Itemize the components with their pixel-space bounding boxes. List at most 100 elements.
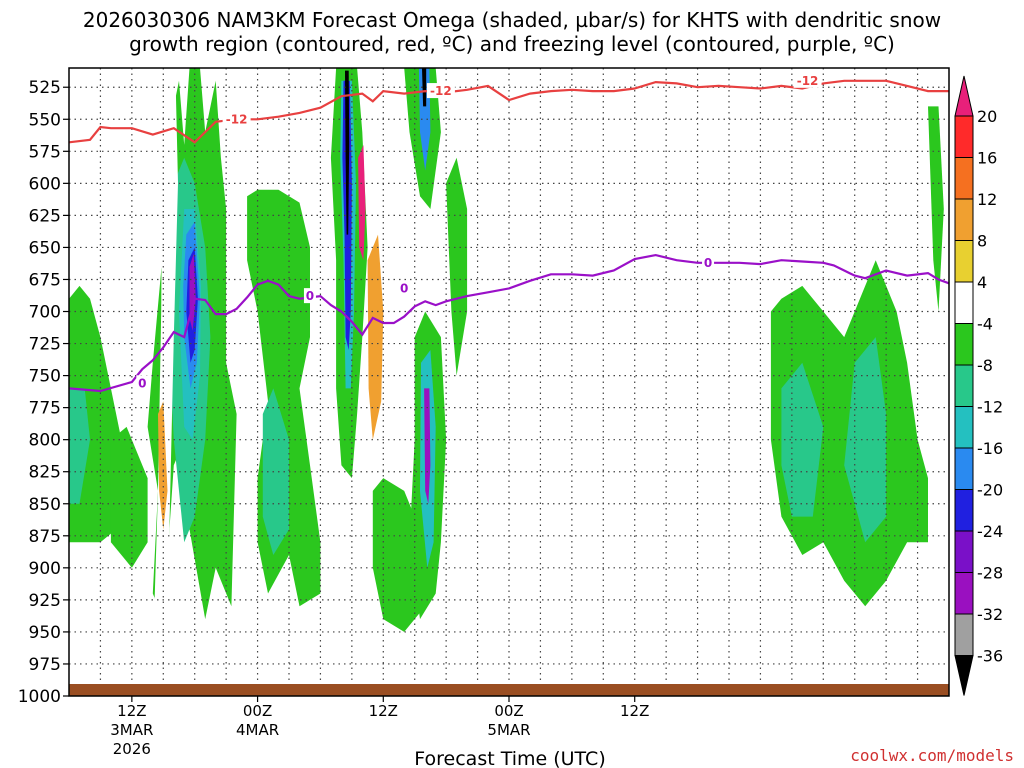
dgz-label: -12 xyxy=(797,74,819,88)
freezing-level-contour-line xyxy=(69,253,949,393)
colorbar-swatch xyxy=(954,572,974,615)
omega-region-purple-plume2-low xyxy=(424,388,431,504)
y-tick-label: 900 xyxy=(29,559,61,579)
colorbar-swatch xyxy=(954,530,974,573)
y-tick-label: 550 xyxy=(29,110,61,130)
freezing-label-bg xyxy=(398,280,411,296)
x-tick-label-line3: 2026 xyxy=(113,740,151,758)
credit-text: coolwx.com/models xyxy=(850,746,1014,765)
omega-region-green-right-mid xyxy=(446,157,468,376)
y-tick-label: 925 xyxy=(29,591,61,611)
y-tick-label: 850 xyxy=(29,495,61,515)
colorbar-label: -28 xyxy=(977,564,1003,583)
omega-region-teal-mid xyxy=(262,388,289,555)
y-tick-label: 1000 xyxy=(18,687,61,707)
colorbar-label: 8 xyxy=(977,232,987,251)
gridlines xyxy=(69,68,949,696)
freezing-label-bg xyxy=(702,254,715,270)
dgz-label-bg xyxy=(793,72,822,88)
dgz-label: -12 xyxy=(226,112,248,126)
y-tick-label: 800 xyxy=(29,431,61,451)
omega-region-black-core xyxy=(345,70,350,235)
colorbar-label: -8 xyxy=(977,356,993,375)
y-tick-label: 775 xyxy=(29,399,61,419)
plot-area: -12 -12 -12 0 0 0 0 xyxy=(69,68,949,696)
colorbar-label: -36 xyxy=(977,647,1003,666)
x-tick-label-line1: 00Z xyxy=(494,702,523,720)
x-tick-label-line1: 12Z xyxy=(369,702,398,720)
colorbar-swatch xyxy=(954,613,974,656)
y-tick-label: 700 xyxy=(29,303,61,323)
y-tick-label: 575 xyxy=(29,142,61,162)
dgz-label: -12 xyxy=(430,84,452,98)
colorbar-label: 16 xyxy=(977,149,997,168)
colorbar-label: 4 xyxy=(977,273,987,292)
freezing-label-bg xyxy=(303,288,316,304)
omega-region-teal-right-big xyxy=(781,362,824,517)
dgz-label-bg xyxy=(222,111,251,127)
contour-labels: -12 -12 -12 0 0 0 0 xyxy=(136,72,822,391)
omega-region-teal-left-low xyxy=(69,388,90,504)
colorbar-swatch xyxy=(954,447,974,490)
dgz-label-bg xyxy=(426,83,455,99)
dgz-contour-line xyxy=(69,79,949,144)
x-tick-label-line1: 00Z xyxy=(243,702,272,720)
omega-region-yellow-mid-a xyxy=(299,68,337,248)
y-tick-label: 975 xyxy=(29,655,61,675)
colorbar-swatch xyxy=(954,157,974,200)
colorbar-label: 12 xyxy=(977,190,997,209)
colorbar: 20 16 12 8 4 -4 -8 -12 -16 -20 -24 -28 -32 -36 xyxy=(954,75,1003,696)
colorbar-label: -24 xyxy=(977,522,1003,541)
omega-region-black-plume2 xyxy=(422,68,427,107)
omega-region-green-left-b xyxy=(110,426,148,568)
y-tick-label: 725 xyxy=(29,335,61,355)
ground-terrain-band xyxy=(69,684,949,696)
y-tick-label: 825 xyxy=(29,463,61,483)
y-tick-label: 950 xyxy=(29,623,61,643)
colorbar-swatch xyxy=(954,323,974,366)
colorbar-top-arrow xyxy=(954,75,974,117)
freezing-label: 0 xyxy=(704,256,712,270)
y-tick-label: 625 xyxy=(29,206,61,226)
x-axis-label: Forecast Time (UTC) xyxy=(414,748,605,768)
chart-title-line1: 2026030306 NAM3KM Forecast Omega (shaded… xyxy=(83,8,941,32)
colorbar-label: 20 xyxy=(977,107,997,126)
omega-region-yellow-left xyxy=(152,68,178,684)
colorbar-label: -32 xyxy=(977,605,1003,624)
colorbar-swatch xyxy=(954,489,974,532)
y-tick-label: 750 xyxy=(29,367,61,387)
x-tick-label-line1: 12Z xyxy=(620,702,649,720)
y-tick-label: 525 xyxy=(29,78,61,98)
colorbar-label: -12 xyxy=(977,398,1003,417)
y-tick-label: 875 xyxy=(29,527,61,547)
x-tick-label-line2: 3MAR xyxy=(110,721,153,739)
colorbar-swatch xyxy=(954,198,974,241)
y-axis-ticks: 525 550 575 600 625 650 675 700 725 750 775 800 825 8… xyxy=(18,78,69,707)
colorbar-label: -16 xyxy=(977,439,1003,458)
colorbar-swatch xyxy=(954,115,974,158)
omega-region-pink-core xyxy=(358,144,366,261)
colorbar-bottom-arrow xyxy=(954,655,974,696)
colorbar-swatch xyxy=(954,364,974,407)
x-tick-label-line1: 12Z xyxy=(117,702,146,720)
colorbar-label: -4 xyxy=(977,315,993,334)
omega-region-orange-core xyxy=(367,234,384,440)
x-tick-label-line2: 4MAR xyxy=(236,721,279,739)
colorbar-label: -20 xyxy=(977,481,1003,500)
freezing-label: 0 xyxy=(306,289,314,303)
y-tick-label: 675 xyxy=(29,270,61,290)
chart-title-line2: growth region (contoured, red, ºC) and f… xyxy=(129,32,895,56)
freezing-label: 0 xyxy=(400,281,408,295)
freezing-label: 0 xyxy=(138,376,146,390)
colorbar-swatch xyxy=(954,240,974,283)
y-tick-label: 650 xyxy=(29,238,61,258)
y-tick-label: 600 xyxy=(29,174,61,194)
freezing-label-bg xyxy=(136,375,149,391)
omega-region-green-right-top xyxy=(928,106,944,312)
colorbar-swatch xyxy=(954,281,974,324)
x-tick-label-line2: 5MAR xyxy=(487,721,530,739)
colorbar-swatch xyxy=(954,406,974,449)
omega-shading xyxy=(69,68,944,684)
